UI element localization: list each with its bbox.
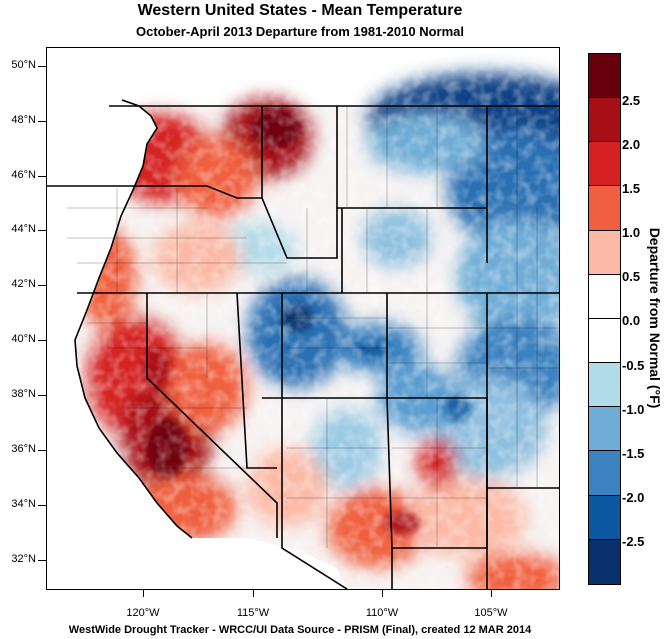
colorbar-label: -0.5 bbox=[622, 358, 645, 373]
lon-tick bbox=[143, 589, 144, 597]
lat-label: 38°N bbox=[11, 388, 36, 400]
footer-credit: WestWide Drought Tracker - WRCC/UI Data … bbox=[68, 624, 532, 636]
colorbar-title: Departure from Normal (°F) bbox=[647, 227, 663, 409]
colorbar-label: 0.5 bbox=[622, 269, 641, 284]
lon-label: 110°W bbox=[365, 607, 399, 619]
lat-tick bbox=[38, 395, 46, 396]
lat-label: 42°N bbox=[11, 278, 36, 290]
colorbar-label: -2.5 bbox=[622, 534, 645, 549]
colorbar-label: -1.5 bbox=[622, 446, 645, 461]
lat-tick bbox=[38, 505, 46, 506]
county-lines bbox=[67, 106, 559, 548]
lon-tick bbox=[382, 589, 383, 597]
lon-label: 120°W bbox=[126, 607, 160, 619]
colorbar-segment bbox=[589, 230, 620, 275]
colorbar-label: -1.0 bbox=[622, 402, 645, 417]
lat-label: 50°N bbox=[11, 59, 36, 71]
lat-tick bbox=[38, 285, 46, 286]
lat-tick bbox=[38, 450, 46, 451]
colorbar-label: -2.0 bbox=[622, 490, 645, 505]
lat-label: 34°N bbox=[11, 498, 36, 510]
lat-label: 44°N bbox=[11, 223, 36, 235]
temperature-map bbox=[46, 47, 560, 590]
colorbar-label: 1.5 bbox=[622, 181, 641, 196]
lon-label: 115°W bbox=[236, 607, 270, 619]
lon-label: 105°W bbox=[474, 607, 508, 619]
colorbar-label: 2.0 bbox=[622, 137, 641, 152]
colorbar-label: 2.5 bbox=[622, 93, 641, 108]
colorbar-label: 0.0 bbox=[622, 313, 641, 328]
map-title: Western United States - Mean Temperature bbox=[137, 2, 463, 19]
state-borders bbox=[47, 105, 559, 589]
colorbar-segment bbox=[589, 98, 620, 143]
colorbar-segment bbox=[589, 539, 620, 584]
colorbar-segment bbox=[589, 142, 620, 187]
lon-tick bbox=[491, 589, 492, 597]
map-canvas bbox=[47, 48, 559, 589]
colorbar-segment bbox=[589, 451, 620, 496]
lat-label: 36°N bbox=[11, 443, 36, 455]
colorbar-segment bbox=[589, 407, 620, 452]
lat-label: 32°N bbox=[11, 553, 36, 565]
lat-label: 46°N bbox=[11, 169, 36, 181]
lat-label: 48°N bbox=[11, 114, 36, 126]
lon-tick bbox=[253, 589, 254, 597]
lat-tick bbox=[38, 66, 46, 67]
colorbar-label: 1.0 bbox=[622, 225, 641, 240]
lat-tick bbox=[38, 121, 46, 122]
colorbar-segment bbox=[589, 363, 620, 408]
map-subtitle: October-April 2013 Departure from 1981-2… bbox=[135, 24, 464, 39]
colorbar bbox=[588, 53, 621, 585]
colorbar-segment bbox=[589, 318, 620, 364]
lat-label: 40°N bbox=[11, 333, 36, 345]
colorbar-segment bbox=[589, 186, 620, 231]
colorbar-segment bbox=[589, 274, 620, 319]
coastline bbox=[74, 99, 193, 539]
lat-tick bbox=[38, 176, 46, 177]
colorbar-segment bbox=[589, 54, 620, 99]
lat-tick bbox=[38, 230, 46, 231]
colorbar-segment bbox=[589, 495, 620, 540]
lat-tick bbox=[38, 560, 46, 561]
lat-tick bbox=[38, 340, 46, 341]
